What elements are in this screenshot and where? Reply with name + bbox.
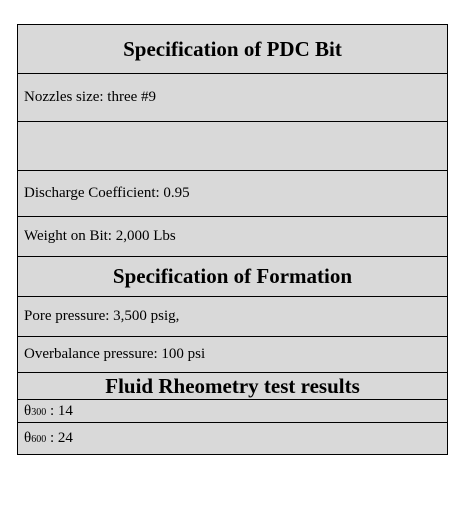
table-row: Specification of PDC Bit xyxy=(17,24,448,74)
table-row: Overbalance pressure: 100 psi xyxy=(17,336,448,373)
table-row: Fluid Rheometry test results xyxy=(17,372,448,400)
weight-on-bit-cell: Weight on Bit: 2,000 Lbs xyxy=(17,216,448,257)
theta-600-value: : 24 xyxy=(46,430,73,446)
theta-symbol: θ xyxy=(24,430,32,446)
theta-600-cell: θ600 : 24 xyxy=(17,422,448,455)
theta-symbol: θ xyxy=(24,402,32,419)
pdc-bit-heading: Specification of PDC Bit xyxy=(17,24,448,74)
theta-300-value: : 14 xyxy=(46,402,73,419)
table-row: Weight on Bit: 2,000 Lbs xyxy=(17,216,448,257)
table-row: Specification of Formation xyxy=(17,256,448,297)
pore-pressure-cell: Pore pressure: 3,500 psig, xyxy=(17,296,448,337)
nozzles-size-cell: Nozzles size: three #9 xyxy=(17,73,448,122)
table-row: Nozzles size: three #9 xyxy=(17,73,448,122)
theta-300-subscript: 300 xyxy=(31,406,47,418)
table-row xyxy=(17,121,448,171)
theta-300-cell: θ300 : 14 xyxy=(17,399,448,423)
theta-600-subscript: 600 xyxy=(31,434,47,445)
rheometry-heading: Fluid Rheometry test results xyxy=(17,372,448,400)
blank-cell xyxy=(17,121,448,171)
table-row: θ300 : 14 xyxy=(17,399,448,423)
discharge-coefficient-cell: Discharge Coefficient: 0.95 xyxy=(17,170,448,217)
formation-heading: Specification of Formation xyxy=(17,256,448,297)
table-row: Pore pressure: 3,500 psig, xyxy=(17,296,448,337)
table-row: θ600 : 24 xyxy=(17,422,448,455)
table-row: Discharge Coefficient: 0.95 xyxy=(17,170,448,217)
overbalance-pressure-cell: Overbalance pressure: 100 psi xyxy=(17,336,448,373)
specification-table: Specification of PDC Bit Nozzles size: t… xyxy=(17,24,448,455)
